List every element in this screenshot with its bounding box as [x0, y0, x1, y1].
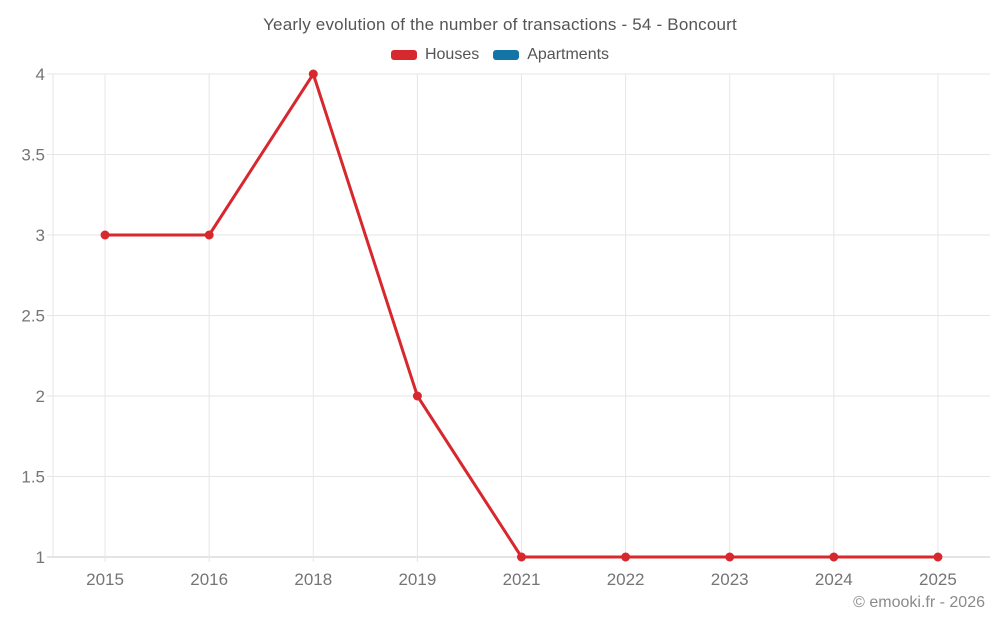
- x-tick-label: 2015: [86, 570, 124, 589]
- data-point-houses-2021: [517, 552, 526, 562]
- x-tick-label: 2016: [190, 570, 228, 589]
- x-tick-label: 2018: [294, 570, 332, 589]
- y-tick-label: 1.5: [21, 468, 45, 487]
- data-point-houses-2024: [829, 552, 839, 562]
- data-point-houses-2015: [100, 230, 110, 240]
- data-point-houses-2018: [308, 69, 318, 79]
- legend-swatch-houses: [390, 50, 417, 60]
- y-tick-label: 2.5: [21, 307, 45, 326]
- data-point-houses-2019: [412, 391, 422, 401]
- legend-item-apartments[interactable]: Apartments: [493, 46, 609, 64]
- data-point-houses-2016: [204, 230, 214, 240]
- legend-label-houses: Houses: [424, 46, 480, 63]
- legend-swatch-apartments: [493, 50, 520, 60]
- x-tick-label: 2022: [607, 570, 645, 589]
- chart-legend: Houses Apartments: [0, 46, 1000, 64]
- series-houses: [100, 69, 943, 562]
- data-point-houses-2025: [933, 552, 943, 562]
- x-tick-label: 2019: [398, 570, 436, 589]
- y-tick-label: 3: [36, 226, 45, 245]
- data-point-houses-2023: [725, 552, 735, 562]
- y-tick-label: 1: [36, 548, 45, 567]
- gridlines: [47, 73, 990, 562]
- x-tick-label: 2021: [503, 570, 541, 589]
- copyright-credit: © emooki.fr - 2026: [853, 594, 985, 611]
- x-tick-label: 2023: [711, 570, 749, 589]
- x-axis-labels: 2015 2016 2018 2019 2021 2022 2023 2024 2025: [86, 570, 957, 589]
- x-tick-label: 2024: [815, 570, 853, 589]
- data-point-houses-2022: [621, 552, 631, 562]
- legend-label-apartments: Apartments: [527, 46, 610, 63]
- y-axis-labels: 1 1.5 2 2.5 3 3.5 4: [21, 65, 45, 567]
- legend-item-houses[interactable]: Houses: [390, 46, 480, 64]
- y-tick-label: 4: [36, 65, 45, 84]
- y-tick-label: 2: [36, 387, 45, 406]
- y-tick-label: 3.5: [21, 146, 45, 165]
- chart-title: Yearly evolution of the number of transa…: [263, 15, 737, 34]
- x-tick-label: 2025: [919, 570, 957, 589]
